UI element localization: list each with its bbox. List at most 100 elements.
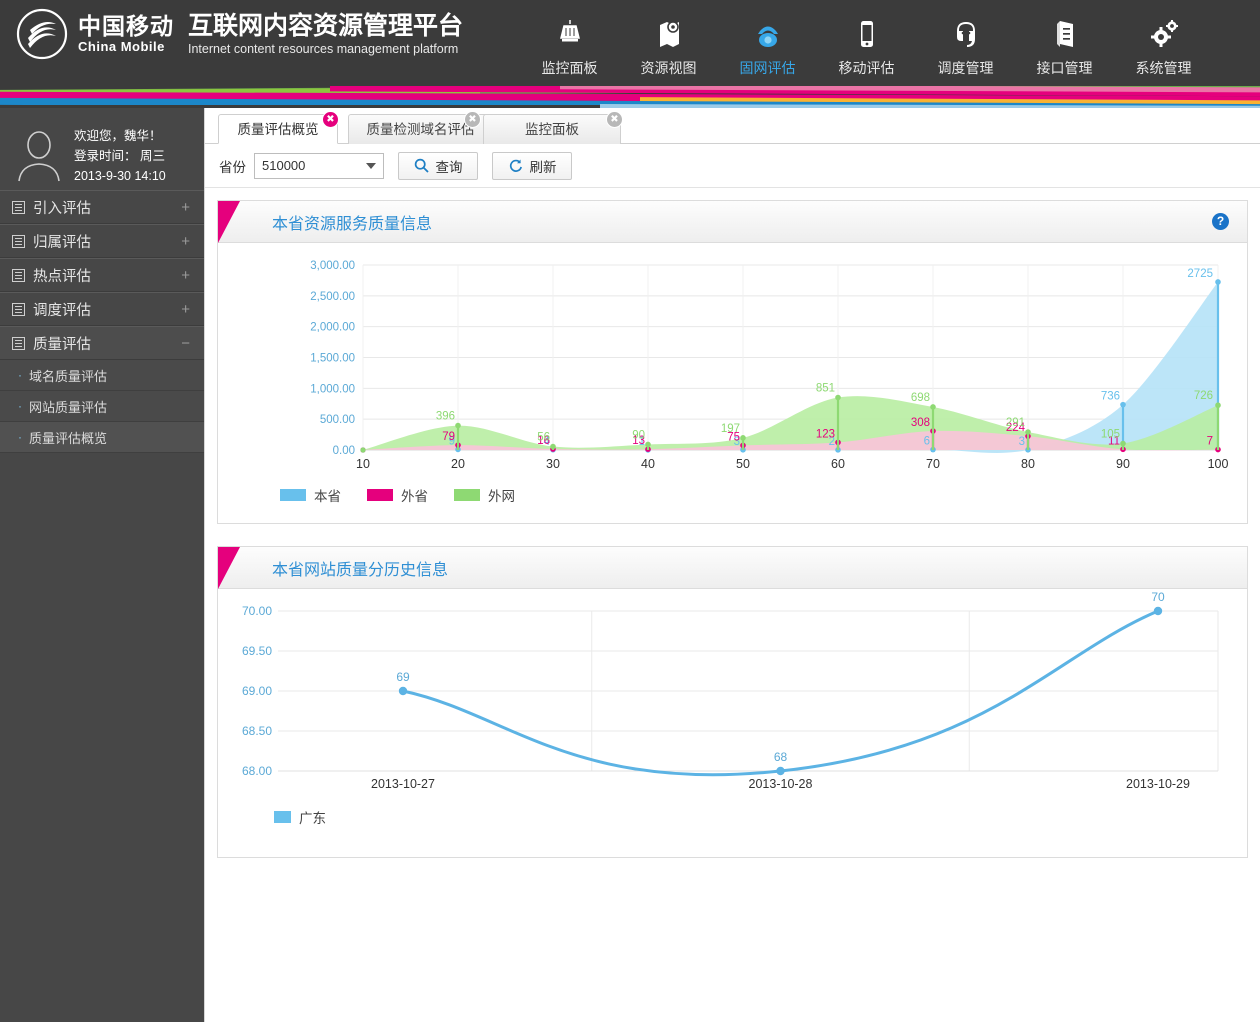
svg-text:2,000.00: 2,000.00 bbox=[310, 322, 355, 334]
sidebar-item-label: 热点评估 bbox=[33, 268, 91, 285]
svg-text:40: 40 bbox=[641, 457, 655, 471]
panel-resource-service-quality: 本省资源服务质量信息 ? 0.00 500.00 1,000.00 1,500.00 2… bbox=[217, 200, 1248, 524]
panel-header: 本省网站质量分历史信息 bbox=[218, 546, 1247, 589]
panel-accent-flag bbox=[218, 546, 264, 589]
svg-text:0.00: 0.00 bbox=[333, 445, 355, 457]
svg-text:20: 20 bbox=[451, 457, 465, 471]
tab-close-icon[interactable]: ✖ bbox=[607, 112, 622, 127]
tab-domain-quality-check[interactable]: 质量检测域名评估 bbox=[348, 114, 493, 144]
svg-text:197: 197 bbox=[721, 423, 740, 435]
query-button[interactable]: 查询 bbox=[398, 151, 478, 180]
tab-label: 质量检测域名评估 bbox=[366, 122, 475, 137]
svg-text:30: 30 bbox=[546, 457, 560, 471]
sidebar-item-introduction-assessment[interactable]: 引入评估 + bbox=[0, 190, 204, 224]
panel-header: 本省资源服务质量信息 ? bbox=[218, 200, 1247, 243]
svg-text:75: 75 bbox=[727, 431, 740, 443]
tab-monitor-panel[interactable]: 监控面板 bbox=[483, 114, 621, 144]
brand-text: 中国移动 China Mobile bbox=[78, 13, 174, 55]
legend-item-guangdong[interactable]: 广东 bbox=[274, 807, 326, 827]
help-icon[interactable]: ? bbox=[1212, 213, 1229, 230]
sidebar-subitem-domain-quality[interactable]: · 域名质量评估 bbox=[0, 360, 204, 391]
svg-text:60: 60 bbox=[831, 457, 845, 471]
svg-text:6: 6 bbox=[924, 436, 930, 448]
svg-text:291: 291 bbox=[1006, 417, 1025, 429]
svg-text:396: 396 bbox=[436, 411, 455, 423]
tab-close-icon[interactable]: ✖ bbox=[465, 112, 480, 127]
panel-website-quality-history: 本省网站质量分历史信息 68.00 68.50 69.00 69.50 70.00 69 6… bbox=[217, 546, 1248, 858]
refresh-icon bbox=[509, 159, 522, 172]
sidebar-subitem-label: 质量评估概览 bbox=[29, 430, 108, 446]
nav-label: 固网评估 bbox=[739, 60, 796, 76]
nav-label: 资源视图 bbox=[640, 60, 697, 76]
panel-accent-flag bbox=[218, 200, 264, 243]
nav-item-resource-view[interactable]: 资源视图 bbox=[619, 8, 718, 78]
expander-icon[interactable]: + bbox=[181, 300, 190, 318]
sidebar-subitem-label: 网站质量评估 bbox=[29, 399, 108, 415]
nav-item-dispatch-management[interactable]: 调度管理 bbox=[916, 8, 1015, 78]
expander-icon[interactable]: + bbox=[181, 198, 190, 216]
platform-title-en: Internet content resources management pl… bbox=[188, 42, 459, 56]
sidebar-item-attribution-assessment[interactable]: 归属评估 + bbox=[0, 224, 204, 258]
svg-text:56: 56 bbox=[537, 432, 550, 444]
nav-label: 移动评估 bbox=[838, 60, 895, 76]
bullet-icon: · bbox=[18, 399, 22, 413]
expander-icon[interactable]: + bbox=[181, 266, 190, 284]
svg-text:2013-10-29: 2013-10-29 bbox=[1126, 777, 1190, 791]
province-select[interactable]: 510000 bbox=[254, 152, 384, 179]
svg-text:69: 69 bbox=[396, 670, 410, 684]
svg-text:68.50: 68.50 bbox=[242, 724, 272, 738]
login-label: 登录时间： 周三 bbox=[74, 149, 165, 163]
sidebar-subitem-label: 域名质量评估 bbox=[29, 368, 108, 384]
main-nav: 监控面板 资源视图 固网评估 移动评估 调度管理 bbox=[520, 8, 1213, 78]
sidebar-subitem-quality-overview[interactable]: · 质量评估概览 bbox=[0, 422, 204, 453]
svg-text:105: 105 bbox=[1101, 429, 1120, 441]
legend-label: 本省 bbox=[314, 489, 341, 504]
tab-bar: 质量评估概览 ✖ 质量检测域名评估 ✖ 监控面板 ✖ bbox=[205, 108, 1260, 144]
mobile-phone-icon bbox=[817, 14, 916, 54]
svg-text:736: 736 bbox=[1101, 391, 1120, 403]
gears-icon bbox=[1114, 14, 1213, 54]
sidebar-subitem-website-quality[interactable]: · 网站质量评估 bbox=[0, 391, 204, 422]
refresh-label: 刷新 bbox=[529, 159, 557, 175]
legend-swatch-blue bbox=[274, 811, 291, 823]
refresh-button[interactable]: 刷新 bbox=[492, 151, 572, 180]
expander-icon[interactable]: + bbox=[181, 232, 190, 250]
rainbow-divider bbox=[0, 86, 1260, 108]
nav-item-monitor-panel[interactable]: 监控面板 bbox=[520, 8, 619, 78]
sidebar-item-hotspot-assessment[interactable]: 热点评估 + bbox=[0, 258, 204, 292]
document-list-icon bbox=[1015, 14, 1114, 54]
chart-1-legend: 本省 外省 外网 bbox=[280, 485, 515, 505]
svg-text:10: 10 bbox=[356, 457, 370, 471]
svg-text:2: 2 bbox=[829, 436, 835, 448]
nav-label: 接口管理 bbox=[1036, 60, 1093, 76]
sidebar-item-quality-assessment[interactable]: 质量评估 − bbox=[0, 326, 204, 360]
svg-text:68: 68 bbox=[774, 750, 788, 764]
collapse-icon[interactable]: − bbox=[181, 334, 190, 352]
svg-text:69.00: 69.00 bbox=[242, 684, 272, 698]
tab-label: 质量评估概览 bbox=[237, 122, 319, 137]
nav-item-interface-management[interactable]: 接口管理 bbox=[1015, 8, 1114, 78]
panel-title: 本省资源服务质量信息 bbox=[272, 215, 433, 233]
svg-text:100: 100 bbox=[1208, 457, 1229, 471]
svg-text:90: 90 bbox=[1116, 457, 1130, 471]
user-info-text: 欢迎您，魏华！ 登录时间： 周三 2013-9-30 14:10 bbox=[74, 126, 166, 186]
nav-item-system-management[interactable]: 系统管理 bbox=[1114, 8, 1213, 78]
svg-text:698: 698 bbox=[911, 392, 930, 404]
sidebar-item-label: 引入评估 bbox=[33, 200, 91, 217]
bullet-icon: · bbox=[18, 430, 22, 444]
legend-item-benshi[interactable]: 本省 bbox=[280, 485, 341, 505]
legend-item-waisheng[interactable]: 外省 bbox=[367, 485, 428, 505]
tab-label: 监控面板 bbox=[525, 122, 579, 137]
svg-text:2725: 2725 bbox=[1187, 268, 1213, 280]
nav-item-mobile-assessment[interactable]: 移动评估 bbox=[817, 8, 916, 78]
tab-close-icon[interactable]: ✖ bbox=[323, 112, 338, 127]
legend-swatch-pink bbox=[367, 489, 393, 501]
legend-item-waiwang[interactable]: 外网 bbox=[454, 485, 515, 505]
tab-quality-overview[interactable]: 质量评估概览 bbox=[218, 114, 338, 144]
avatar-icon bbox=[18, 131, 60, 182]
sidebar-item-dispatch-assessment[interactable]: 调度评估 + bbox=[0, 292, 204, 326]
svg-text:726: 726 bbox=[1194, 390, 1213, 402]
china-mobile-logo-icon bbox=[16, 8, 68, 60]
nav-item-fixed-network-assessment[interactable]: 固网评估 bbox=[718, 8, 817, 78]
map-pin-icon bbox=[619, 14, 718, 54]
